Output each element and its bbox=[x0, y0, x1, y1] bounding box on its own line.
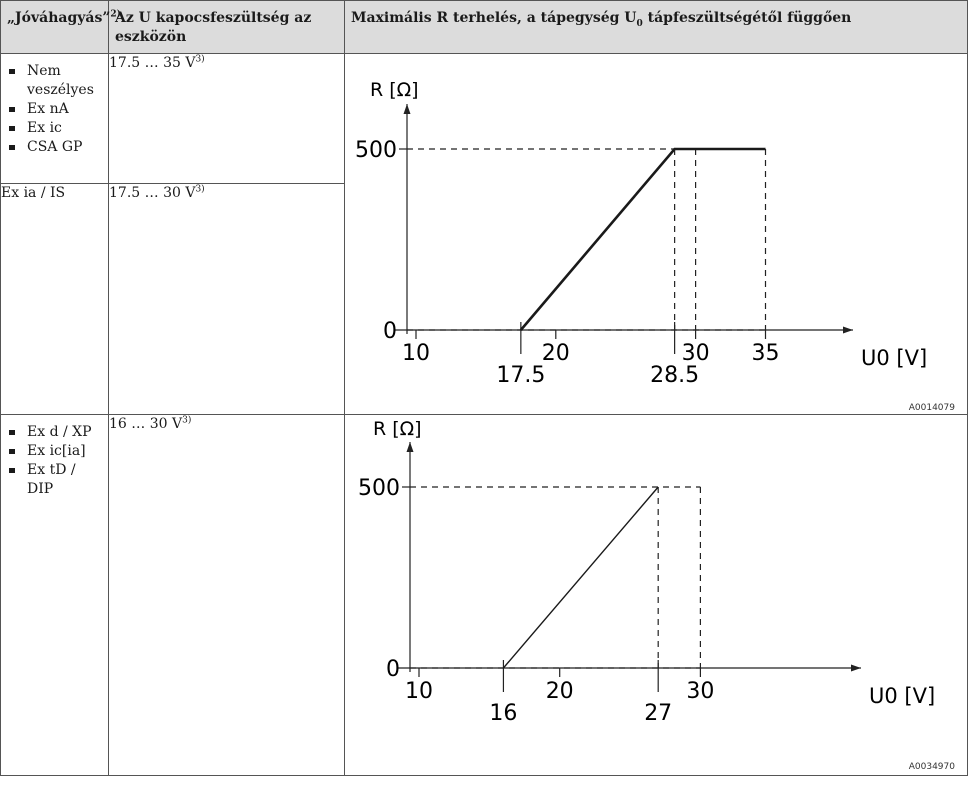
x-mark-label: 17.5 bbox=[496, 363, 545, 388]
list-item: Ex d / XP bbox=[7, 423, 104, 442]
chart-cell: R [Ω] 500 0 10 20 30 35 17.5 28.5 U0 [V] A0014079 bbox=[344, 53, 968, 415]
figure-code: A0014079 bbox=[909, 403, 956, 413]
chart-cell: R [Ω] 500 0 10 20 30 16 27 U0 [V] A0034970 bbox=[344, 414, 968, 776]
approval-cell: Nem veszélyes Ex nA Ex ic CSA GP bbox=[0, 52, 109, 185]
figure-code: A0034970 bbox=[909, 762, 956, 772]
y-tick-label: 0 bbox=[386, 657, 400, 682]
list-item: Nem veszélyes bbox=[7, 62, 104, 100]
voltage-cell: 16 … 30 V3) bbox=[108, 414, 345, 776]
series-line bbox=[502, 486, 659, 669]
list-item: Ex ic[ia] bbox=[7, 442, 104, 461]
x-tick-label: 20 bbox=[546, 679, 574, 704]
y-axis-label: R [Ω] bbox=[370, 79, 419, 101]
x-tick-label: 10 bbox=[402, 341, 430, 366]
x-axis-arrow bbox=[843, 326, 853, 334]
x-mark-label: 16 bbox=[489, 701, 517, 726]
table-row: Nem veszélyes Ex nA Ex ic CSA GP 17.5 … … bbox=[0, 52, 968, 415]
x-tick-label: 30 bbox=[686, 679, 714, 704]
load-table: „Jóváhagyás”2) Az U kapocsfeszültség az … bbox=[0, 0, 968, 776]
voltage-cell: 17.5 … 30 V3) bbox=[108, 183, 345, 415]
x-axis-label: U0 [V] bbox=[861, 346, 927, 370]
x-tick-label: 20 bbox=[542, 341, 570, 366]
header-terminal-voltage: Az U kapocsfeszültség az eszközön bbox=[108, 0, 345, 54]
approval-list: Nem veszélyes Ex nA Ex ic CSA GP bbox=[1, 54, 108, 165]
approval-cell: Ex ia / IS bbox=[0, 183, 109, 415]
voltage-cell: 17.5 … 35 V3) bbox=[108, 52, 345, 185]
load-chart-2: R [Ω] 500 010 20 30 16 27 U0 [V] A0034970 bbox=[358, 418, 956, 772]
y-axis-arrow bbox=[406, 442, 414, 452]
list-item: Ex nA bbox=[7, 100, 104, 119]
x-axis-arrow bbox=[851, 664, 861, 672]
series-line bbox=[519, 147, 766, 331]
y-tick-label: 0 bbox=[383, 319, 397, 344]
table-row: Ex ia / IS 17.5 … 30 V3) bbox=[0, 183, 968, 415]
table-row: Ex d / XP Ex ic[ia] Ex tD / DIP 16 … 30 … bbox=[0, 414, 968, 776]
x-tick-label: 35 bbox=[752, 341, 780, 366]
header-max-load: Maximális R terhelés, a tápegység U0 táp… bbox=[344, 0, 968, 54]
y-tick-label: 500 bbox=[355, 138, 397, 163]
approval-list: Ex d / XP Ex ic[ia] Ex tD / DIP bbox=[1, 415, 108, 507]
load-chart-1: R [Ω] 500 010 20 30 35 17.5 28.5 U0 [V] A0014079 bbox=[355, 79, 956, 413]
table-header-row: „Jóváhagyás”2) Az U kapocsfeszültség az … bbox=[0, 0, 968, 54]
header-approval: „Jóváhagyás”2) bbox=[0, 0, 121, 54]
x-mark-label: 27 bbox=[644, 701, 672, 726]
list-item: Ex ic bbox=[7, 119, 104, 138]
x-tick-label: 30 bbox=[682, 341, 710, 366]
x-mark-label: 28.5 bbox=[650, 363, 699, 388]
list-item: CSA GP bbox=[7, 138, 104, 157]
x-axis-label: U0 [V] bbox=[869, 684, 935, 708]
y-axis-label: R [Ω] bbox=[373, 418, 422, 440]
approval-cell: Ex d / XP Ex ic[ia] Ex tD / DIP bbox=[0, 414, 109, 776]
x-tick-label: 10 bbox=[405, 679, 433, 704]
list-item: Ex tD / DIP bbox=[7, 461, 104, 499]
y-axis-arrow bbox=[403, 104, 411, 114]
y-tick-label: 500 bbox=[358, 476, 400, 501]
